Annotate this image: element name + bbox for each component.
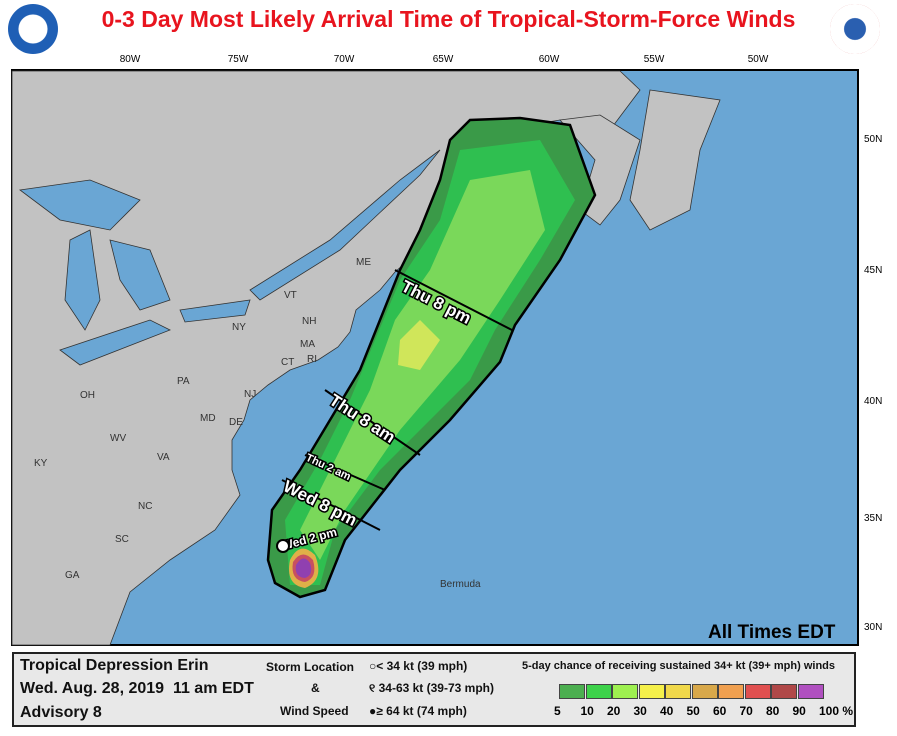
- circle-icon: ○: [369, 659, 377, 673]
- scale-label: 10: [580, 704, 594, 718]
- latitude-label: 50N: [864, 134, 882, 145]
- state-label: NH: [302, 316, 316, 327]
- ampersand: &: [311, 681, 320, 695]
- state-label: KY: [34, 458, 48, 469]
- legend: Tropical Depression Erin Wed. Aug. 28, 2…: [12, 652, 856, 727]
- map: Thu 8 pm Thu 8 am Thu 2 am Wed 8 pm Wed …: [11, 54, 882, 646]
- scale-swatch: [691, 684, 718, 699]
- state-label: NJ: [244, 389, 256, 400]
- state-label: DE: [229, 417, 243, 428]
- scale-label: 60: [713, 704, 727, 718]
- scale-swatch: [665, 684, 691, 699]
- longitude-label: 70W: [334, 54, 355, 65]
- state-label: MA: [300, 339, 315, 350]
- latitude-label: 40N: [864, 396, 882, 407]
- state-label: NY: [232, 322, 246, 333]
- storm-location-label: Storm Location: [266, 660, 355, 674]
- scale-label: 80: [766, 704, 780, 718]
- noaa-logo: [8, 4, 58, 54]
- latitude-label: 30N: [864, 622, 882, 633]
- scale-swatch: [612, 684, 638, 699]
- state-label: GA: [65, 570, 80, 581]
- longitude-label: 75W: [228, 54, 249, 65]
- state-label: RI: [307, 354, 317, 365]
- scale-label: 100 %: [819, 704, 854, 718]
- time-lines: [281, 269, 513, 531]
- state-label: OH: [80, 390, 95, 401]
- longitude-label: 65W: [433, 54, 454, 65]
- scale-label: 70: [739, 704, 753, 718]
- scale-swatch: [585, 684, 612, 699]
- state-label: VT: [284, 290, 297, 301]
- great-lakes: [18, 149, 441, 366]
- map-title: 0-3 Day Most Likely Arrival Time of Trop…: [101, 6, 796, 32]
- state-label: WV: [110, 433, 126, 444]
- state-label: VA: [157, 452, 170, 463]
- longitude-label: 50W: [748, 54, 769, 65]
- latitude-label: 35N: [864, 513, 882, 524]
- longitude-label: 80W: [120, 54, 141, 65]
- longitude-label: 60W: [539, 54, 560, 65]
- place-bermuda: Bermuda: [440, 579, 481, 590]
- state-label: NC: [138, 501, 152, 512]
- scale-label: 5: [554, 704, 561, 718]
- scale-swatch: [638, 684, 665, 699]
- state-label: PA: [177, 376, 190, 387]
- scale-label: 50: [686, 704, 700, 718]
- swath: [266, 116, 597, 599]
- nws-logo: [830, 4, 880, 54]
- longitude-label: 55W: [644, 54, 665, 65]
- scale-swatch: [718, 684, 744, 699]
- scale-swatch: [744, 684, 771, 699]
- storm-location-icon: [276, 539, 290, 553]
- scale-label: 90: [792, 704, 806, 718]
- wind-speed-label: Wind Speed: [280, 704, 349, 718]
- storm-name: Tropical Depression Erin: [20, 657, 209, 674]
- latitude-label: 45N: [864, 265, 882, 276]
- state-label: MD: [200, 413, 216, 424]
- scale-label: 30: [633, 704, 647, 718]
- symbol-label: 34-63 kt (39-73 mph): [378, 681, 494, 695]
- advisory-date: Wed. Aug. 28, 2019 11 am EDT: [20, 680, 254, 697]
- state-label: ME: [356, 257, 371, 268]
- hurricane-icon: ●: [369, 704, 377, 718]
- advisory-number: Advisory 8: [20, 704, 102, 721]
- scale-swatch: [797, 684, 824, 699]
- tropical-storm-icon: ୧: [369, 681, 376, 695]
- scale-label: 40: [660, 704, 674, 718]
- symbol-label: < 34 kt (39 mph): [376, 659, 468, 673]
- scale-swatch: [771, 684, 797, 699]
- scale-title: 5-day chance of receiving sustained 34+ …: [522, 660, 835, 672]
- symbol-label: ≥ 64 kt (74 mph): [376, 704, 467, 718]
- scale-label: 20: [607, 704, 621, 718]
- state-label: SC: [115, 534, 129, 545]
- state-label: CT: [281, 357, 294, 368]
- scale-swatch: [559, 684, 585, 699]
- all-times-label: All Times EDT: [708, 622, 836, 643]
